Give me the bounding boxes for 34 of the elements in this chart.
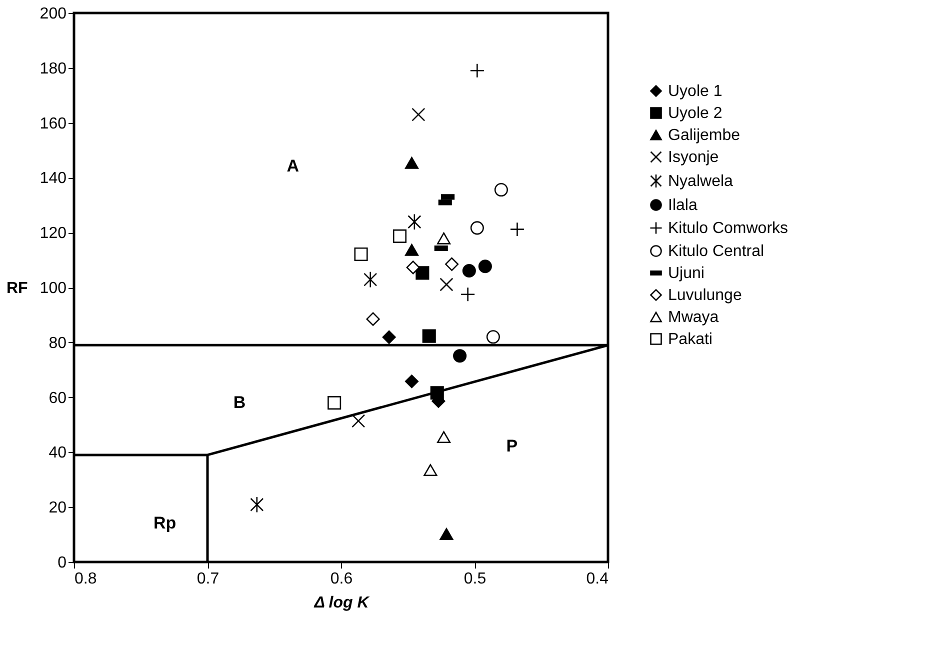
y-tick-label: 80 — [48, 334, 67, 352]
legend-label: Galijembe — [668, 127, 740, 144]
annotation: Rp — [153, 514, 176, 533]
x-tick-label: 0.6 — [330, 570, 353, 588]
y-tick-label: 40 — [48, 444, 67, 462]
y-tick-label: 100 — [40, 280, 67, 297]
x-tick-label: 0.7 — [196, 570, 220, 588]
y-tick-label: 120 — [40, 225, 67, 242]
y-tick-label: 180 — [40, 60, 67, 78]
x-axis-title: Δ log K — [313, 594, 370, 612]
y-tick-label: 160 — [40, 115, 67, 132]
x-tick-label: 0.8 — [74, 570, 97, 588]
legend-label: Kitulo Comworks — [668, 220, 788, 237]
x-tick-label: 0.5 — [464, 570, 486, 588]
y-tick-label: 20 — [48, 500, 67, 517]
x-tick-label: 0.4 — [586, 570, 609, 588]
y-tick-label: 200 — [40, 6, 67, 22]
legend-label: Uyole 2 — [668, 105, 722, 122]
legend-label: Ilala — [668, 197, 698, 214]
y-tick-label: 0 — [58, 554, 67, 572]
legend-label: Kitulo Central — [668, 243, 764, 260]
legend-label: Pakati — [668, 331, 712, 348]
legend-label: Mwaya — [668, 309, 719, 326]
y-tick-label: 60 — [48, 390, 67, 407]
y-axis-title: RF — [6, 280, 28, 297]
legend-label: Luvulunge — [668, 287, 742, 304]
y-tick-label: 140 — [40, 170, 67, 188]
annotation: P — [506, 436, 518, 456]
annotation: B — [233, 392, 246, 412]
legend-label: Ujuni — [668, 265, 704, 282]
legend-label: Uyole 1 — [668, 83, 722, 100]
annotation: A — [286, 156, 300, 176]
legend-label: Nyalwela — [668, 173, 734, 190]
legend-label: Isyonje — [668, 149, 719, 166]
